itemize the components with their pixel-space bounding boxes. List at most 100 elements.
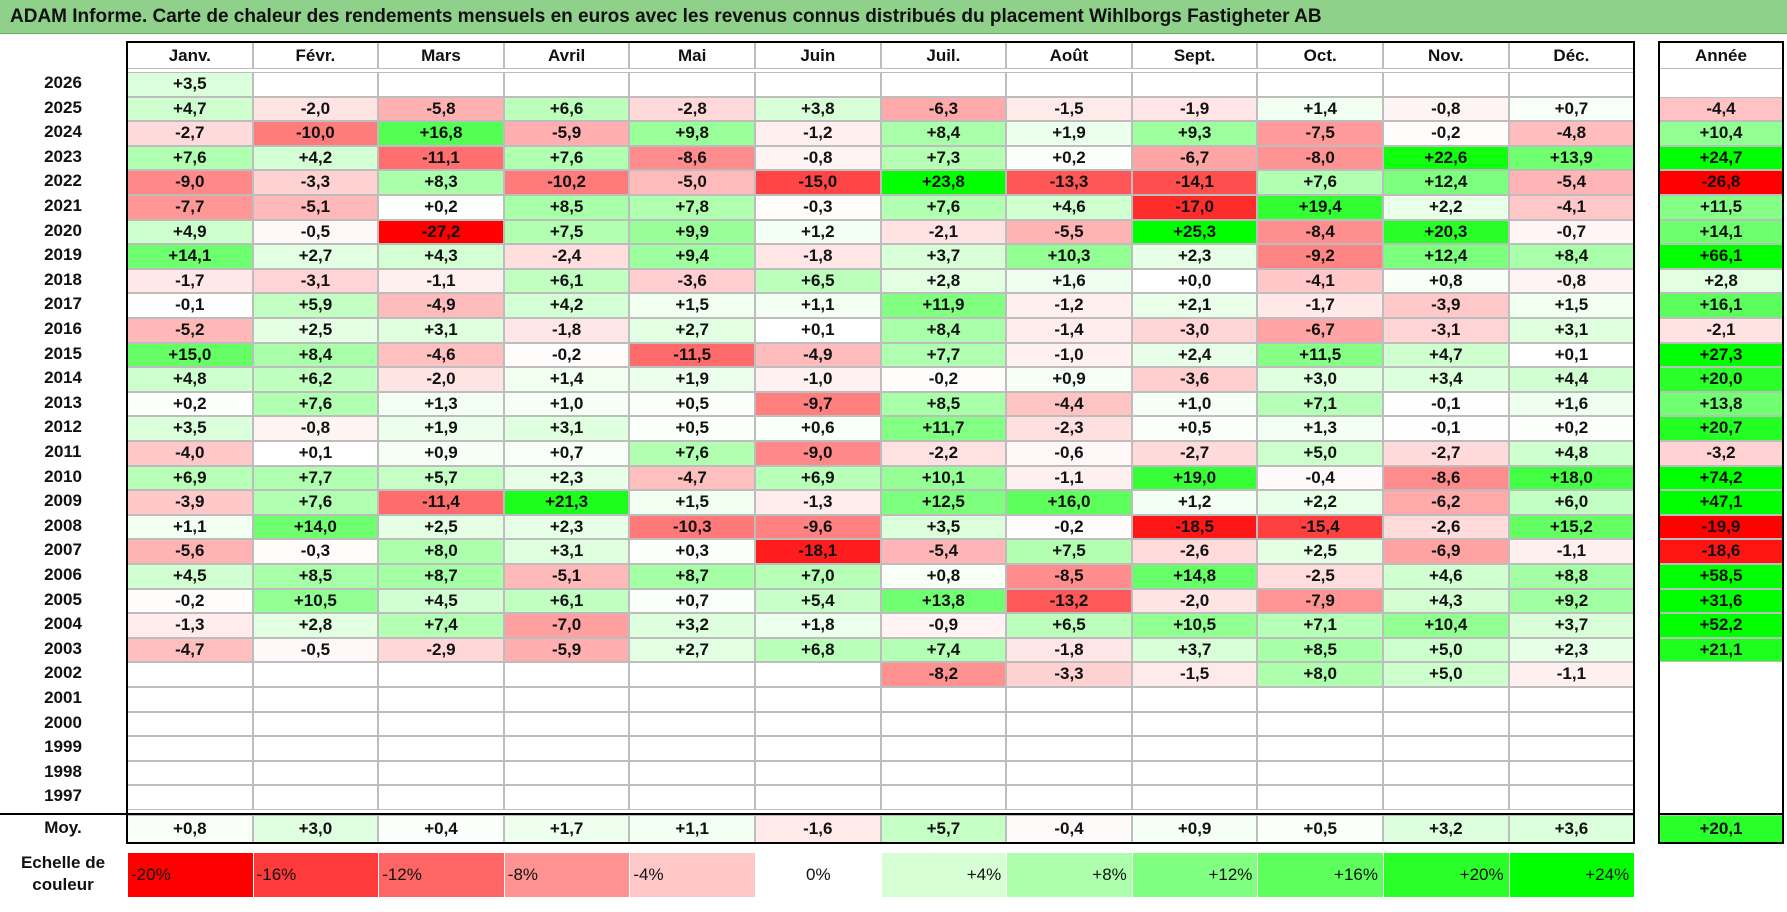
heatmap-cell: -0,8 [1383,96,1509,122]
annual-cell [1659,736,1783,761]
heatmap-cell: +9,4 [629,244,755,269]
heatmap-cell: -2,7 [127,121,253,146]
heatmap-cell: +6,8 [755,637,881,663]
heatmap-cell: -1,5 [1131,662,1258,687]
annual-cell: -4,4 [1659,96,1783,122]
heatmap-cell: +8,7 [378,564,504,589]
heatmap-cell: -1,8 [503,318,630,343]
heatmap-cell: -4,1 [1257,268,1383,294]
heatmap-cell: +4,6 [1006,195,1132,220]
heatmap-cell: -4,6 [378,342,504,368]
heatmap-cell: +2,2 [1383,195,1509,220]
heatmap-cell: -3,6 [629,268,755,294]
heatmap-cell: +22,6 [1383,145,1509,171]
heatmap-cell: +5,4 [755,588,881,614]
average-separator-annual [1659,813,1783,815]
average-cell: +0,9 [1131,815,1258,843]
heatmap-cell: +2,7 [629,318,755,343]
heatmap-cell: -18,1 [755,539,881,564]
heatmap-cell: -1,7 [127,268,253,294]
heatmap-cell: +0,5 [629,391,755,417]
heatmap-cell: -5,2 [127,318,253,343]
heatmap-cell: +4,9 [127,219,253,245]
heatmap-cell: +5,0 [1257,441,1383,466]
annual-cell [1659,760,1783,786]
heatmap-cell: -3,6 [1131,367,1258,392]
heatmap-cell: -1,2 [1006,293,1132,318]
heatmap-cell: +6,9 [127,465,253,491]
heatmap-cell: -2,0 [1131,588,1258,614]
year-label: 2005 [44,589,82,609]
heatmap-cell: +2,1 [1131,293,1258,318]
heatmap-cell: -1,5 [1006,96,1132,122]
heatmap-cell: -1,9 [1131,96,1258,122]
heatmap-cell: -11,5 [629,342,755,368]
heatmap-cell: -3,9 [1383,293,1509,318]
heatmap-cell: +3,7 [1131,637,1258,663]
heatmap-cell: +11,5 [1257,342,1383,368]
heatmap-cell: -8,5 [1006,564,1132,589]
annual-cell: -3,2 [1659,441,1783,466]
average-cell: -1,6 [755,815,881,843]
heatmap-cell [1131,687,1258,712]
heatmap-cell: +1,0 [503,391,630,417]
heatmap-cell: +3,7 [880,244,1007,269]
heatmap-cell [755,72,881,97]
heatmap-cell: +7,4 [378,613,504,638]
heatmap-cell [1508,72,1635,97]
heatmap-cell: +7,6 [629,441,755,466]
heatmap-cell: -2,2 [880,441,1007,466]
heatmap-cell: +2,7 [252,244,379,269]
heatmap-cell: -1,8 [1006,637,1132,663]
heatmap-cell [378,72,504,97]
month-header-1: Janv. [127,42,253,69]
heatmap-cell: +0,7 [629,588,755,614]
heatmap-cell: -18,5 [1131,514,1258,540]
heatmap-cell: +2,5 [252,318,379,343]
year-label: 2023 [44,146,82,166]
annual-cell: +13,8 [1659,391,1783,417]
heatmap-cell: +13,8 [880,588,1007,614]
heatmap-cell: +16,0 [1006,490,1132,515]
heatmap-cell: +0,8 [880,564,1007,589]
heatmap-cell [1131,711,1258,737]
heatmap-cell: +25,3 [1131,219,1258,245]
heatmap-cell: -6,9 [1383,539,1509,564]
year-label: 2000 [44,712,82,732]
heatmap-cell: -2,7 [1383,441,1509,466]
heatmap-cell: +3,1 [503,539,630,564]
year-label: 2004 [44,614,82,634]
heatmap-cell: +1,9 [629,367,755,392]
heatmap-cell: +4,2 [252,145,379,171]
year-label: 2021 [44,196,82,215]
heatmap-cell [1006,72,1132,97]
heatmap-cell: +2,3 [1508,637,1635,663]
heatmap-cell: -1,0 [755,367,881,392]
heatmap-cell [880,711,1007,737]
heatmap-cell: -1,2 [755,121,881,146]
heatmap-cell: +8,5 [880,391,1007,417]
heatmap-cell: -1,7 [1257,293,1383,318]
heatmap-cell: +0,8 [1383,268,1509,294]
annual-cell [1659,785,1783,810]
heatmap-cell [755,687,881,712]
annual-cell: +66,1 [1659,244,1783,269]
heatmap-cell: +8,4 [880,318,1007,343]
heatmap-cell: +1,5 [629,293,755,318]
heatmap-cell: +4,3 [378,244,504,269]
heatmap-cell: -6,7 [1257,318,1383,343]
heatmap-cell: -0,1 [127,293,253,318]
heatmap-cell: -5,0 [629,170,755,195]
color-scale-step: +12% [1131,853,1258,897]
heatmap-cell [1006,687,1132,712]
heatmap-cell [378,662,504,687]
heatmap-cell [880,785,1007,810]
heatmap-cell: +10,3 [1006,244,1132,269]
heatmap-cell: -5,1 [503,564,630,589]
heatmap-cell [880,760,1007,786]
annual-cell: +58,5 [1659,564,1783,589]
heatmap-cell [1006,760,1132,786]
heatmap-cell: +7,7 [880,342,1007,368]
heatmap-cell: +10,1 [880,465,1007,491]
heatmap-cell: +2,8 [252,613,379,638]
